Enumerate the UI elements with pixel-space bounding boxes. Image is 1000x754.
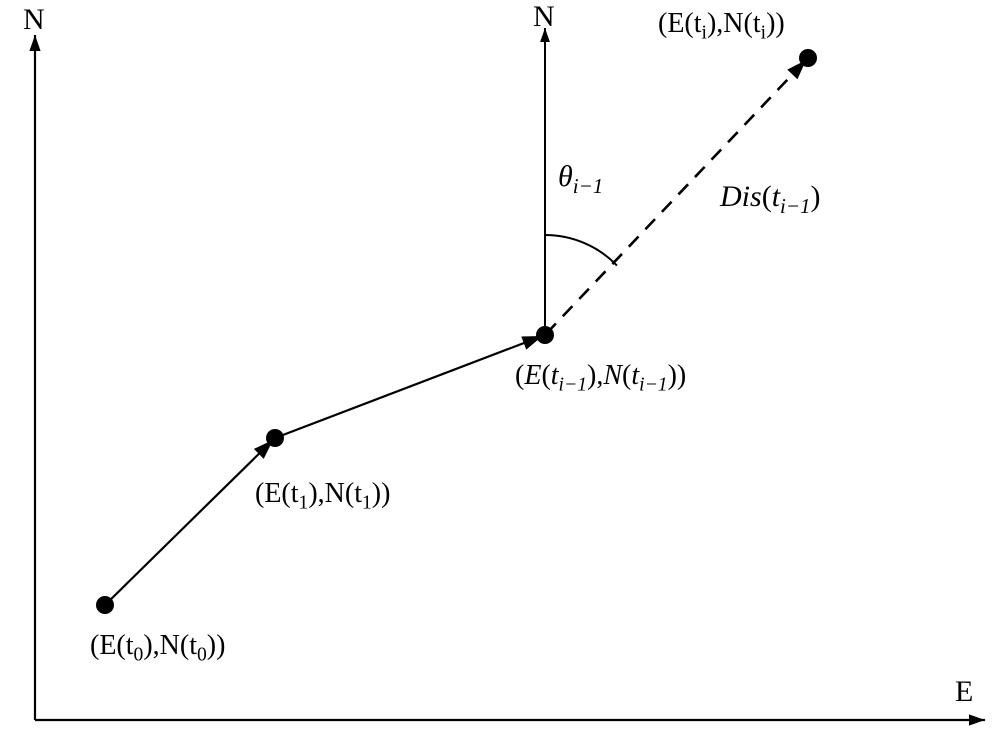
point-label-p_im1: (E(ti−1),N(ti−1)) xyxy=(515,360,686,397)
point-label-p_i: (E(ti),N(ti)) xyxy=(658,8,785,45)
segment-s1im1 xyxy=(277,340,532,437)
north-ref-label: N xyxy=(533,0,555,34)
point-p_i xyxy=(799,49,817,67)
point-p_im1 xyxy=(536,326,554,344)
point-p1 xyxy=(266,429,284,447)
point-label-p0: (E(t0),N(t0)) xyxy=(90,630,225,667)
axis-y-label: N xyxy=(23,3,45,37)
segment-s01 xyxy=(106,448,265,604)
point-p0 xyxy=(96,596,114,614)
point-label-p1: (E(t1),N(t1)) xyxy=(255,478,390,515)
angle-label: θi−1 xyxy=(558,160,603,199)
axis-x-label: E xyxy=(955,675,973,709)
distance-label: Dis(ti−1) xyxy=(720,180,821,219)
angle-arc xyxy=(545,235,617,266)
